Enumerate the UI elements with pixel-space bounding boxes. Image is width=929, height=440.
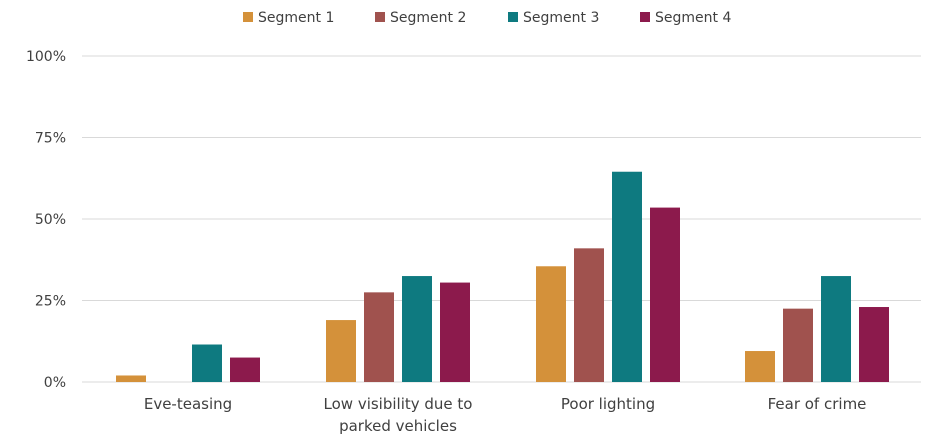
y-tick-label: 0% — [44, 375, 66, 391]
legend-label: Segment 1 — [258, 10, 334, 26]
legend-label: Segment 4 — [655, 10, 731, 26]
legend-swatch — [375, 12, 385, 22]
bar-segment-1-cat-2 — [536, 266, 566, 382]
legend-label: Segment 3 — [523, 10, 599, 26]
bar-segment-3-cat-2 — [612, 171, 642, 382]
bar-segment-3-cat-0 — [192, 344, 222, 382]
y-tick-label: 100% — [26, 49, 66, 65]
bar-segment-4-cat-3 — [859, 307, 889, 382]
legend-swatch — [243, 12, 253, 22]
x-axis-category-labels: Eve-teasing Low visibility due to parked v… — [144, 395, 867, 435]
x-category-label: Poor lighting — [561, 395, 655, 413]
legend-label: Segment 2 — [390, 10, 466, 26]
bar-segment-1-cat-0 — [116, 375, 146, 382]
x-category-label: Eve-teasing — [144, 395, 232, 413]
bar-segment-3-cat-3 — [821, 276, 851, 382]
bar-segment-2-cat-1 — [364, 292, 394, 382]
y-tick-label: 75% — [35, 131, 66, 147]
bar-segment-2-cat-3 — [783, 308, 813, 382]
x-category-label: parked vehicles — [339, 417, 457, 435]
y-tick-label: 50% — [35, 212, 66, 228]
bar-segment-4-cat-1 — [440, 282, 470, 382]
legend: Segment 1 Segment 2 Segment 3 Segment 4 — [243, 10, 731, 26]
bar-segment-1-cat-3 — [745, 351, 775, 382]
bars — [116, 171, 889, 382]
y-tick-label: 25% — [35, 294, 66, 310]
y-axis-tick-labels: 0% 25% 50% 75% 100% — [26, 49, 66, 391]
bar-segment-2-cat-2 — [574, 248, 604, 382]
bar-segment-4-cat-0 — [230, 357, 260, 382]
gridlines — [82, 55, 921, 383]
bar-segment-1-cat-1 — [326, 320, 356, 382]
bar-segment-4-cat-2 — [650, 207, 680, 382]
bar-segment-3-cat-1 — [402, 276, 432, 382]
x-category-label: Low visibility due to — [324, 395, 473, 413]
legend-swatch — [640, 12, 650, 22]
x-category-label: Fear of crime — [768, 395, 867, 413]
legend-swatch — [508, 12, 518, 22]
